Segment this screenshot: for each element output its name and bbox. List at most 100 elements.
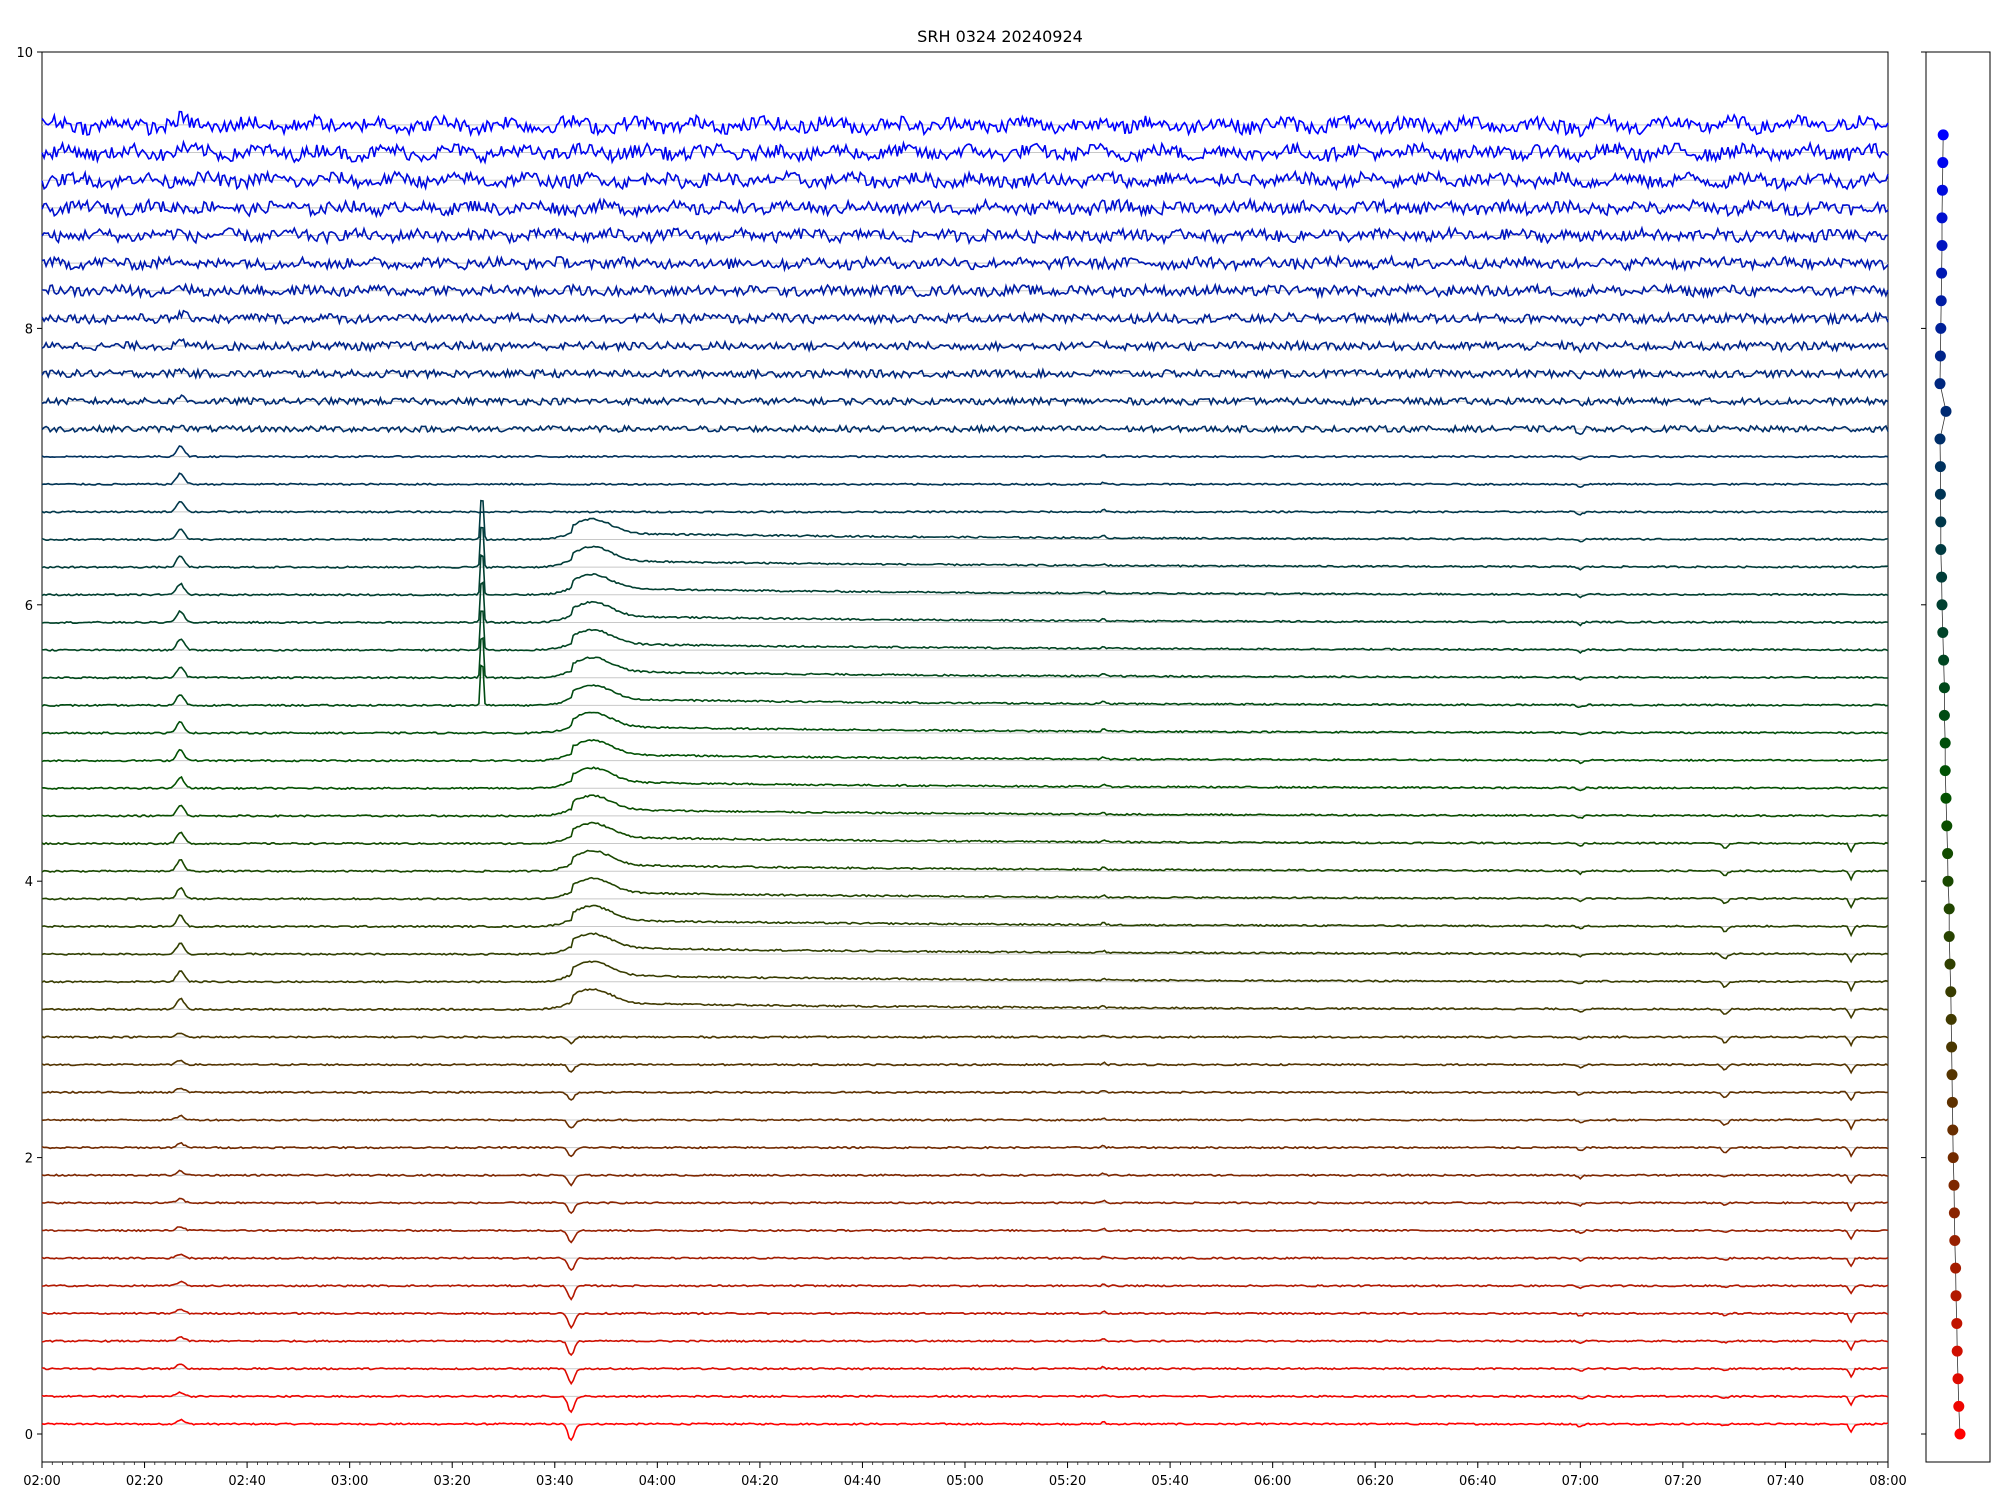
- series-line: [41, 1391, 1889, 1414]
- side-point: [1939, 765, 1951, 777]
- side-point: [1936, 184, 1948, 196]
- side-point: [1935, 295, 1947, 307]
- side-point: [1934, 378, 1946, 390]
- x-tick-label: 03:00: [331, 1474, 368, 1489]
- side-point: [1953, 1400, 1965, 1412]
- series-line: [41, 904, 1889, 938]
- side-point: [1946, 1041, 1958, 1053]
- side-point: [1937, 157, 1949, 169]
- series-line: [41, 738, 1889, 765]
- series-line: [41, 110, 1889, 138]
- series-line: [41, 445, 1889, 461]
- x-tick-label: 02:40: [228, 1474, 265, 1489]
- side-point: [1943, 903, 1955, 915]
- series-line: [41, 309, 1889, 327]
- side-point: [1934, 433, 1946, 445]
- side-point: [1937, 626, 1949, 638]
- series-line: [41, 1363, 1889, 1386]
- x-tick-label: 04:20: [741, 1474, 778, 1489]
- series-line: [41, 960, 1889, 993]
- y-tick-label: 6: [25, 599, 33, 614]
- series-line: [41, 1253, 1889, 1272]
- y-tick-label: 2: [25, 1152, 33, 1167]
- side-point: [1950, 1290, 1962, 1302]
- x-tick-label: 03:40: [536, 1474, 573, 1489]
- x-tick-label: 04:40: [844, 1474, 881, 1489]
- series-line: [41, 876, 1889, 909]
- x-tick-label: 07:00: [1562, 1474, 1599, 1489]
- x-tick-label: 03:20: [433, 1474, 470, 1489]
- side-point: [1945, 1013, 1957, 1025]
- side-point: [1951, 1317, 1963, 1329]
- x-tick-label: 07:20: [1664, 1474, 1701, 1489]
- side-point: [1946, 1069, 1958, 1081]
- series-line: [42, 282, 1889, 300]
- x-tick-label: 05:20: [1049, 1474, 1086, 1489]
- series-line: [41, 1418, 1889, 1442]
- series-line: [41, 472, 1889, 489]
- series-line: [41, 337, 1889, 354]
- side-point: [1938, 654, 1950, 666]
- side-axes-frame: [1925, 51, 1991, 1463]
- side-point: [1941, 820, 1953, 832]
- series-line: [41, 1059, 1889, 1075]
- series-line: [41, 1308, 1889, 1330]
- x-tick-label: 07:40: [1767, 1474, 1804, 1489]
- side-point: [1942, 848, 1954, 860]
- x-tick-label: 04:00: [639, 1474, 676, 1489]
- side-point: [1949, 1235, 1961, 1247]
- side-point: [1947, 1124, 1959, 1136]
- x-tick-label: 05:00: [946, 1474, 983, 1489]
- series-line: [41, 526, 1889, 571]
- side-point: [1936, 571, 1948, 583]
- side-point: [1940, 405, 1952, 417]
- series-line: [41, 711, 1889, 736]
- series-line: [41, 367, 1889, 381]
- side-point: [1946, 1096, 1958, 1108]
- side-point: [1948, 1207, 1960, 1219]
- side-point: [1939, 737, 1951, 749]
- side-point: [1940, 792, 1952, 804]
- x-tick-label: 06:40: [1459, 1474, 1496, 1489]
- y-tick-label: 8: [25, 322, 33, 337]
- series-line: [41, 636, 1889, 681]
- side-point: [1948, 1179, 1960, 1191]
- side-point: [1938, 682, 1950, 694]
- main-plot-area: 0 2 4 6 8 10 02:00 02:20 02:40 03:00 03:20 03:40 04:…: [16, 46, 1906, 1489]
- side-point: [1934, 461, 1946, 473]
- series-line: [41, 610, 1889, 654]
- series-line: [41, 139, 1889, 165]
- series-line: [41, 553, 1889, 599]
- y-tick-label: 0: [25, 1428, 33, 1443]
- series-line: [41, 1087, 1889, 1102]
- side-point: [1952, 1373, 1964, 1385]
- side-panel: [1921, 51, 1991, 1463]
- side-point: [1934, 350, 1946, 362]
- series-line: [41, 932, 1889, 964]
- chart-title: SRH 0324 20240924: [917, 27, 1083, 46]
- side-point: [1944, 958, 1956, 970]
- series-line: [41, 794, 1889, 820]
- side-point: [1937, 129, 1949, 141]
- series-line: [41, 169, 1889, 193]
- series-line: [41, 423, 1889, 436]
- series-line: [41, 1141, 1889, 1158]
- series-line: [41, 1197, 1889, 1215]
- series-line: [41, 253, 1889, 273]
- side-point: [1934, 488, 1946, 500]
- x-tick-label: 02:20: [126, 1474, 163, 1489]
- y-tick-label: 4: [25, 875, 33, 890]
- side-point: [1945, 986, 1957, 998]
- side-point: [1936, 239, 1948, 251]
- series-line: [41, 766, 1889, 792]
- side-point: [1950, 1262, 1962, 1274]
- side-point: [1947, 1152, 1959, 1164]
- x-tick-label: 06:20: [1356, 1474, 1393, 1489]
- side-point: [1935, 322, 1947, 334]
- side-point: [1936, 267, 1948, 279]
- series-line: [41, 581, 1889, 627]
- x-tick-label: 02:00: [23, 1474, 60, 1489]
- side-point: [1935, 516, 1947, 528]
- series-line: [41, 225, 1889, 246]
